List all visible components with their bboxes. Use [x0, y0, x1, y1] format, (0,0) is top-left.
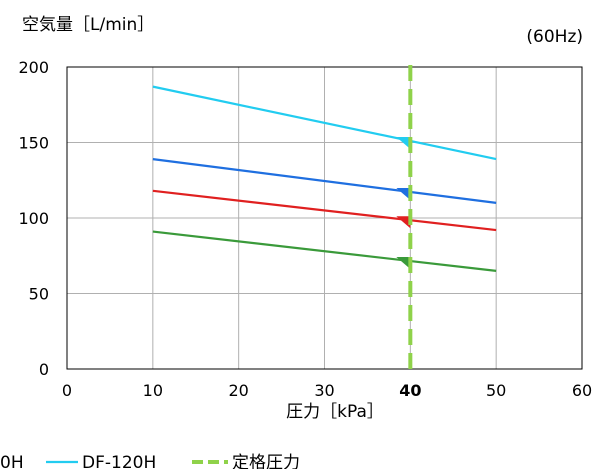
legend-label: DF-120H [82, 453, 156, 469]
y-tick-label: 150 [18, 134, 49, 153]
series-line [152, 158, 497, 204]
y-axis-label: 空気量［L/min］ [22, 15, 154, 35]
rated-point-marker [396, 257, 411, 270]
rated-point-marker [396, 187, 411, 200]
plot-frame [66, 66, 583, 370]
axes [66, 66, 583, 370]
x-tick-label: 30 [314, 381, 334, 400]
y-tick-label: 0 [39, 360, 49, 379]
frequency-note: (60Hz) [526, 27, 583, 47]
x-axis-label: 圧力［kPa］ [286, 402, 384, 422]
rated-point-marker [396, 136, 411, 149]
x-tick-label: 40 [399, 381, 421, 400]
grid [67, 67, 582, 369]
y-tick-label: 50 [29, 285, 49, 304]
series-lines [152, 85, 497, 272]
x-tick-label: 50 [486, 381, 506, 400]
series-line [152, 230, 497, 272]
series-line [152, 189, 497, 232]
x-tick-label: 10 [143, 381, 163, 400]
legend-label: 0H [0, 453, 24, 469]
rated-point-marker [396, 216, 411, 229]
legend: 0H DF-120H 定格圧力 [0, 453, 300, 469]
y-tick-label: 200 [18, 58, 49, 77]
tick-labels: 0 10 20 30 40 50 60 0 50 100 150 200 [18, 58, 592, 400]
x-tick-label: 60 [572, 381, 592, 400]
x-tick-label: 0 [62, 381, 72, 400]
y-tick-label: 100 [18, 209, 49, 228]
rated-markers [396, 136, 411, 270]
legend-label: 定格圧力 [232, 453, 300, 469]
series-line [152, 85, 497, 161]
x-tick-label: 20 [228, 381, 248, 400]
